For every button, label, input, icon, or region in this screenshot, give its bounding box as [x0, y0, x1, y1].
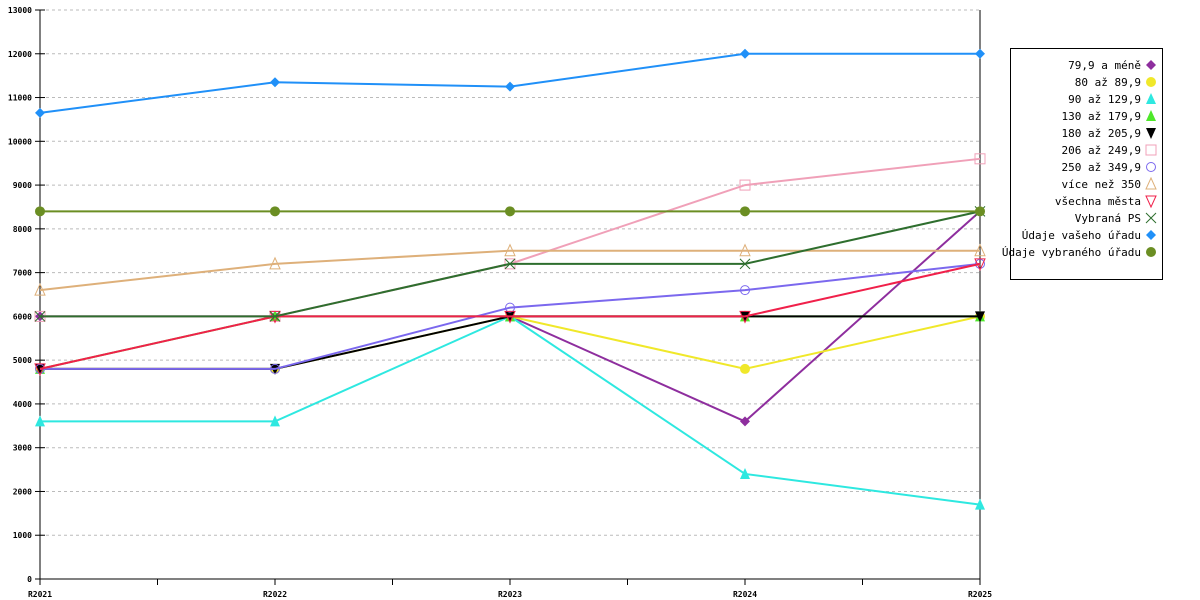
data-point [974, 153, 986, 165]
series-line [39, 249, 980, 292]
y-tick-label: 5000 [13, 356, 32, 365]
data-point [975, 311, 985, 323]
data-point [270, 363, 280, 374]
legend-label: 130 až 179,9 [1062, 110, 1141, 123]
y-tick-label: 3000 [13, 444, 32, 453]
legend-label: 180 až 205,9 [1062, 127, 1141, 140]
series-5 [34, 153, 986, 322]
x-tick-label: R2025 [968, 590, 992, 599]
legend-marker-icon [1145, 212, 1157, 224]
legend-marker-icon [1145, 176, 1157, 190]
data-point [739, 258, 751, 270]
data-point [505, 81, 515, 92]
data-point [974, 243, 986, 257]
y-tick-label: 6000 [13, 312, 32, 321]
data-point [739, 243, 751, 257]
series-line [40, 315, 981, 506]
data-point [975, 206, 985, 217]
data-point [35, 107, 45, 118]
x-tick-label: R2022 [263, 590, 287, 599]
x-tick-label: R2021 [28, 590, 52, 599]
y-tick-label: 7000 [13, 269, 32, 278]
data-point [504, 310, 516, 324]
legend-label: více než 350 [1062, 178, 1141, 191]
data-point [35, 206, 45, 217]
data-point [740, 467, 750, 479]
data-point [34, 282, 46, 296]
series-line [40, 157, 981, 318]
series-11 [35, 206, 985, 217]
data-point [740, 285, 750, 296]
legend-label: 79,9 a méně [1068, 59, 1141, 72]
legend-marker-icon [1146, 60, 1156, 70]
legend-marker-icon [1146, 93, 1156, 104]
x-tick-label: R2023 [498, 590, 522, 599]
legend-marker-icon [1146, 162, 1156, 172]
legend-marker-icon [1145, 195, 1157, 209]
data-point [504, 243, 516, 257]
legend-label: 80 až 89,9 [1075, 76, 1141, 89]
y-tick-label: 9000 [13, 181, 32, 190]
legend-label: Údaje vybraného úřadu [1002, 246, 1141, 259]
data-point [740, 363, 750, 374]
legend-marker-icon [1146, 128, 1156, 139]
legend-marker-icon [1146, 247, 1156, 257]
y-tick-label: 4000 [13, 400, 32, 409]
series-2 [35, 310, 985, 510]
legend-marker-icon [1146, 77, 1156, 87]
y-tick-label: 11000 [8, 94, 32, 103]
data-point [975, 48, 985, 59]
series-line [40, 315, 980, 370]
y-tick-label: 2000 [13, 487, 32, 496]
series-line [40, 262, 981, 370]
series-line [39, 315, 980, 370]
data-point [270, 206, 280, 217]
data-point [740, 206, 750, 217]
data-point [739, 179, 751, 191]
legend-box [1010, 48, 1163, 280]
series-line [39, 262, 981, 370]
data-point [35, 415, 45, 427]
legend-label: 90 až 129,9 [1068, 93, 1141, 106]
legend: 79,9 a méně 80 až 89,9 90 až 129,9 130 až 1… [1002, 48, 1163, 280]
y-tick-label: 1000 [13, 531, 32, 540]
y-tick-label: 10000 [8, 137, 32, 146]
y-tick-label: 0 [27, 575, 32, 584]
series-4 [35, 311, 985, 375]
legend-label: všechna města [1055, 195, 1141, 208]
series-9 [34, 205, 986, 322]
data-point [270, 77, 280, 88]
legend-label: Údaje vašeho úřadu [1022, 229, 1141, 242]
data-point [504, 258, 516, 270]
data-point [269, 311, 281, 322]
legend-marker-icon [1145, 144, 1157, 156]
legend-label: 206 až 249,9 [1062, 144, 1141, 157]
data-point [505, 302, 515, 313]
y-tick-label: 8000 [13, 225, 32, 234]
x-tick-label: R2024 [733, 590, 757, 599]
data-point [269, 256, 281, 270]
data-point [740, 416, 750, 427]
series-10 [35, 48, 985, 118]
y-tick-label: 13000 [8, 6, 32, 15]
data-point [739, 310, 751, 324]
series-line [40, 315, 981, 370]
axes: 0 1000 2000 3000 4000 5000 6000 7000 8000 9000 100… [8, 6, 992, 599]
data-point [974, 258, 986, 272]
data-point [505, 206, 515, 217]
data-point [34, 311, 46, 322]
legend-marker-icon [1146, 230, 1156, 240]
series-lines [34, 48, 986, 510]
y-tick-label: 12000 [8, 50, 32, 59]
data-point [740, 48, 750, 59]
legend-label: 250 až 349,9 [1062, 161, 1141, 174]
series-7 [34, 243, 986, 296]
series-8 [34, 258, 986, 377]
legend-label: Vybraná PS [1075, 212, 1141, 225]
data-point [34, 363, 46, 377]
data-point [975, 498, 985, 510]
data-point [270, 415, 280, 427]
legend-marker-icon [1146, 110, 1156, 121]
